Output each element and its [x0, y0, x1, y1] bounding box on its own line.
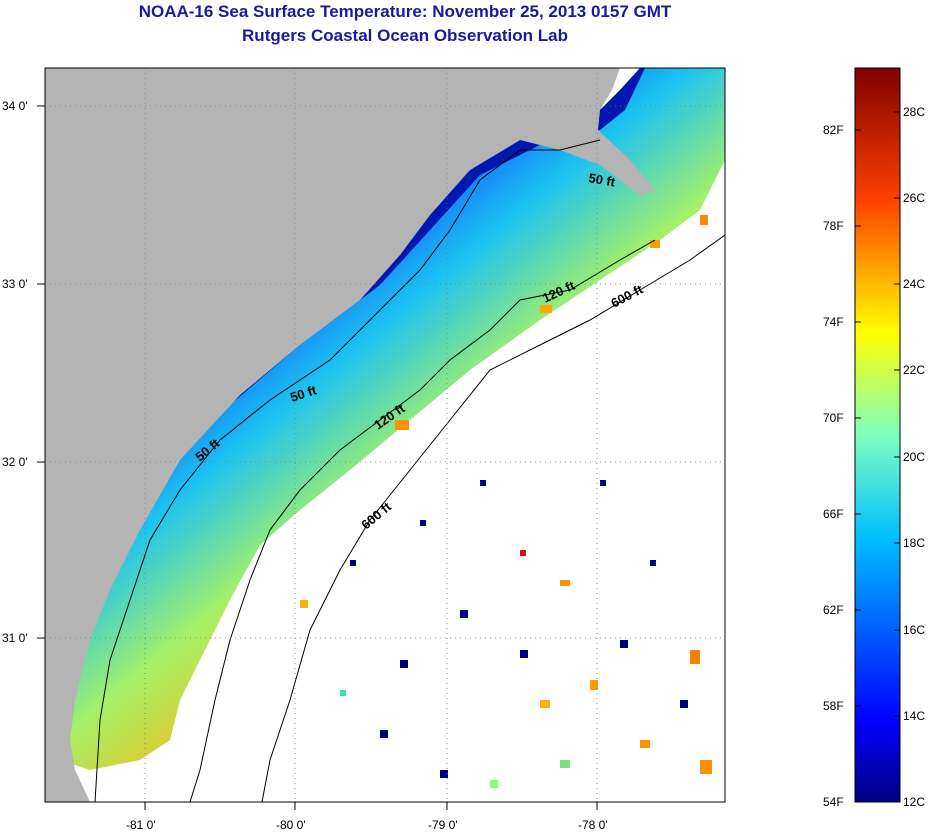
isobath-120ft [189, 239, 656, 802]
colorbar-f-78: 78F [823, 219, 844, 233]
map-grid [45, 68, 725, 802]
colorbar-f-58: 58F [823, 699, 844, 713]
colorbar-f-70: 70F [823, 411, 844, 425]
lat-label-32: 32 0' [2, 455, 28, 469]
colorbar-c-28: 28C [903, 105, 926, 119]
map-frame [44, 67, 726, 803]
map-subtitle: Rutgers Coastal Ocean Observation Lab [242, 26, 568, 45]
lon-label-80: -80 0' [276, 818, 306, 832]
colorbar [854, 67, 901, 803]
colorbar-f-54: 54F [823, 795, 844, 809]
sst-coastal-band [55, 68, 725, 770]
colorbar-c-22: 22C [903, 363, 926, 377]
map-ticks [37, 105, 598, 810]
colorbar-c-24: 24C [903, 277, 926, 291]
land-mass [45, 68, 655, 802]
lat-label-31: 31 0' [2, 631, 28, 645]
colorbar-ticks [855, 111, 900, 717]
isobath-600ft [261, 234, 725, 802]
colorbar-f-82: 82F [823, 123, 844, 137]
colorbar-f-62: 62F [823, 603, 844, 617]
lon-label-81: -81 0' [126, 818, 156, 832]
map-title: NOAA-16 Sea Surface Temperature: Novembe… [138, 2, 672, 21]
lon-label-78: -78 0' [578, 818, 608, 832]
colorbar-c-18: 18C [903, 536, 926, 550]
colorbar-c-12: 12C [903, 795, 926, 809]
colorbar-c-26: 26C [903, 191, 926, 205]
lat-label-34: 34 0' [2, 99, 28, 113]
colorbar-f-66: 66F [823, 507, 844, 521]
lat-label-33: 33 0' [2, 277, 28, 291]
colorbar-c-14: 14C [903, 709, 926, 723]
lon-label-79: -79 0' [428, 818, 458, 832]
colorbar-c-16: 16C [903, 623, 926, 637]
colorbar-f-74: 74F [823, 315, 844, 329]
colorbar-c-20: 20C [903, 450, 926, 464]
offshore-sst-pixels [300, 215, 712, 788]
contour-label-50ft-north: 50 ft [587, 170, 617, 190]
isobath-50ft [94, 139, 601, 802]
